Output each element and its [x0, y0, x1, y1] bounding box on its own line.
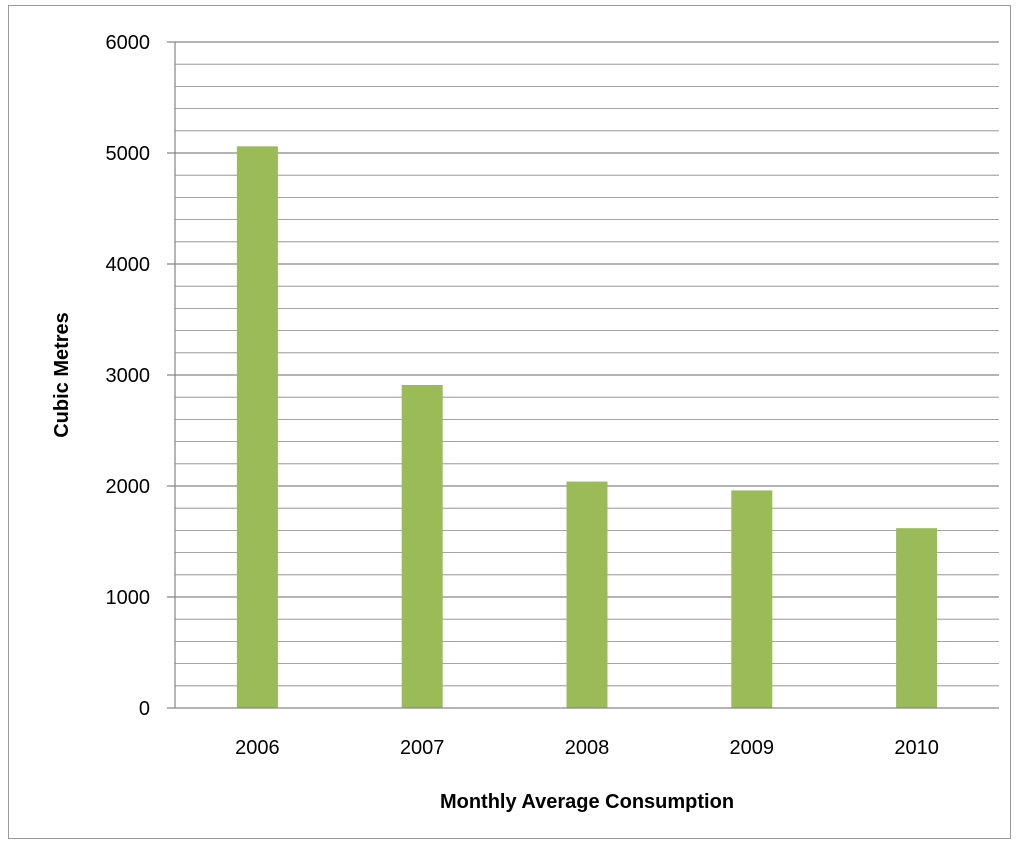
bars [236, 146, 938, 709]
y-tick-label: 0 [139, 698, 150, 720]
x-axis-title: Monthly Average Consumption [440, 791, 734, 813]
x-tick-label: 2010 [894, 737, 939, 759]
y-tick-labels: 0 1000 2000 3000 4000 5000 6000 [106, 32, 151, 720]
y-tick-label: 2000 [106, 476, 151, 498]
bar [566, 481, 608, 708]
y-tick-label: 3000 [106, 365, 151, 387]
y-tick-label: 1000 [106, 587, 151, 609]
x-tick-labels: 2006 2007 2008 2009 2010 [235, 737, 939, 759]
bar [731, 490, 773, 708]
x-tick-label: 2008 [565, 737, 610, 759]
y-axis-title: Cubic Metres [51, 312, 73, 438]
bar [896, 528, 938, 708]
bar [236, 146, 278, 709]
bar [401, 384, 443, 708]
axes [167, 42, 999, 709]
gridlines [167, 41, 999, 687]
x-tick-label: 2006 [235, 737, 280, 759]
y-tick-label: 4000 [106, 254, 151, 276]
chart-frame [8, 5, 1011, 839]
y-tick-label: 5000 [106, 143, 151, 165]
x-tick-label: 2009 [730, 737, 775, 759]
x-tick-label: 2007 [400, 737, 445, 759]
y-tick-label: 6000 [106, 32, 151, 54]
